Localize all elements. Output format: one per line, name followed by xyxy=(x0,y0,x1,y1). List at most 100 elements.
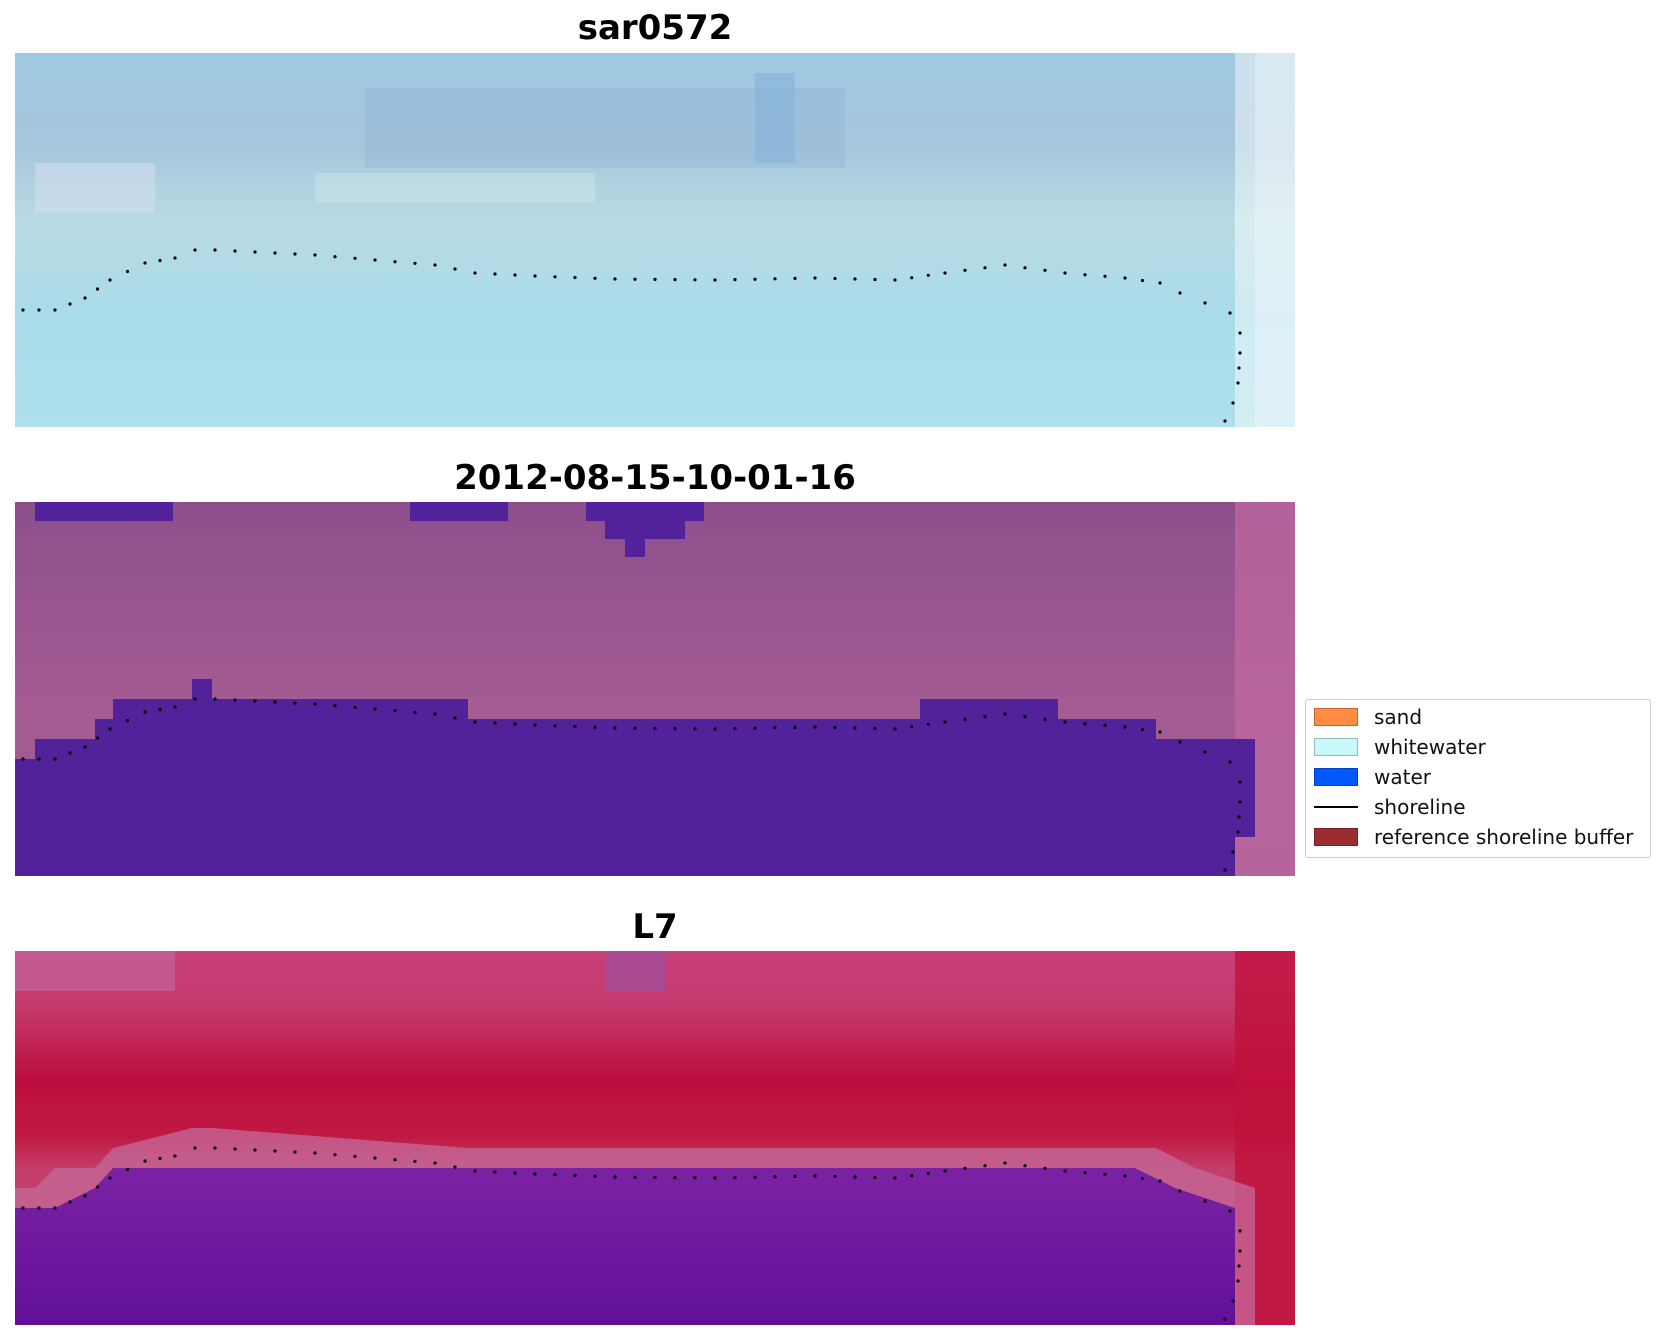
shoreline-dot xyxy=(1238,1249,1242,1253)
shoreline-dot xyxy=(533,723,537,727)
shoreline-dot xyxy=(1237,366,1241,370)
shoreline-dot xyxy=(813,276,817,280)
sar-dark-spot xyxy=(755,73,795,163)
shoreline-dot xyxy=(873,1175,877,1180)
shoreline-dot xyxy=(433,1161,437,1165)
legend-item-reference-buffer: reference shoreline buffer xyxy=(1314,824,1633,850)
shoreline-dot xyxy=(143,710,147,714)
shoreline-dot xyxy=(1223,419,1227,423)
shoreline-dot xyxy=(553,275,557,279)
shoreline-dot xyxy=(1236,830,1240,834)
shoreline-dot xyxy=(983,715,987,719)
sand-swatch-icon xyxy=(1314,708,1358,726)
shoreline-dot xyxy=(158,258,162,263)
shoreline-dot xyxy=(353,705,357,709)
shoreline-dot xyxy=(1237,815,1241,819)
shoreline-dot xyxy=(853,726,857,730)
shoreline-dot xyxy=(733,1176,737,1180)
shoreline-dot xyxy=(143,261,147,265)
shoreline-dot xyxy=(1123,1174,1127,1178)
shoreline-dot xyxy=(253,250,257,254)
legend-label: water xyxy=(1374,765,1431,789)
top-block-2 xyxy=(410,502,508,521)
shoreline-dot xyxy=(693,727,697,731)
shoreline-dot xyxy=(313,702,317,706)
shoreline-dot xyxy=(1003,712,1007,716)
shoreline-dot xyxy=(1123,276,1127,280)
shoreline-dot xyxy=(313,1151,317,1155)
shoreline-dot xyxy=(753,1175,757,1179)
shoreline-dot xyxy=(173,256,177,260)
shoreline-dot xyxy=(213,697,217,701)
shoreline-dot xyxy=(453,716,457,720)
shoreline-dot xyxy=(653,726,657,730)
water-swatch-icon xyxy=(1314,768,1358,786)
shoreline-dot xyxy=(873,726,877,731)
shoreline-dot xyxy=(213,1146,217,1150)
shoreline-dot xyxy=(125,1167,130,1172)
whitewater-swatch-icon xyxy=(1314,738,1358,756)
shoreline-dot xyxy=(1178,291,1182,295)
shoreline-dot xyxy=(233,249,237,253)
shoreline-dot xyxy=(1003,263,1007,267)
top-block-1 xyxy=(35,502,173,521)
shoreline-dot xyxy=(453,1165,457,1169)
shoreline-dot xyxy=(68,751,72,755)
shoreline-dot xyxy=(1158,281,1162,285)
shoreline-dot xyxy=(125,269,130,274)
shoreline-dot xyxy=(273,1149,277,1153)
shoreline-dot xyxy=(393,1158,397,1162)
shoreline-dot xyxy=(1158,730,1162,734)
shoreline-dot xyxy=(158,707,162,712)
buffer-swatch-icon xyxy=(1314,828,1358,846)
shoreline-dot xyxy=(1237,1264,1241,1268)
legend-item-water: water xyxy=(1314,764,1431,790)
shoreline-dot xyxy=(553,724,557,728)
shoreline-dot xyxy=(1063,1169,1067,1173)
shoreline-dot xyxy=(213,248,217,252)
image-panel-l7 xyxy=(15,951,1295,1325)
top-block-3 xyxy=(586,502,704,521)
shoreline-dot xyxy=(53,308,57,312)
panel-title-sar0572: sar0572 xyxy=(577,8,733,48)
shoreline-dot xyxy=(773,726,777,730)
legend-label: sand xyxy=(1374,705,1423,729)
shoreline-dot xyxy=(413,1159,417,1163)
shoreline-dot xyxy=(1023,715,1027,719)
shoreline-dot xyxy=(1103,274,1107,278)
shoreline-dot xyxy=(83,745,87,749)
top-block-5 xyxy=(625,539,645,557)
shoreline-dot xyxy=(513,1171,517,1175)
shoreline-dot xyxy=(713,278,717,282)
classification-water-mask xyxy=(15,679,1255,876)
shoreline-dot xyxy=(193,1146,197,1150)
legend-item-shoreline: shoreline xyxy=(1314,794,1466,820)
shoreline-dot xyxy=(673,278,677,282)
shoreline-dot xyxy=(1231,401,1235,405)
sar-light-patch xyxy=(35,163,155,213)
shoreline-dot xyxy=(1223,1317,1227,1321)
l7-top-light xyxy=(15,951,175,991)
shoreline-dot xyxy=(353,256,357,260)
shoreline-dot xyxy=(773,1175,777,1179)
shoreline-dot xyxy=(926,722,930,726)
panel-title-date: 2012-08-15-10-01-16 xyxy=(454,458,856,498)
shoreline-dot xyxy=(1203,750,1207,754)
shoreline-dot xyxy=(943,720,947,724)
shoreline-dot xyxy=(253,699,257,703)
shoreline-dot xyxy=(910,1174,914,1178)
shoreline-dot xyxy=(653,277,657,281)
shoreline-dot xyxy=(173,705,177,709)
shoreline-dot xyxy=(433,263,437,267)
shoreline-dot xyxy=(633,277,637,281)
l7-lower-region xyxy=(15,1168,1235,1325)
shoreline-dot xyxy=(853,1175,857,1179)
legend-item-whitewater: whitewater xyxy=(1314,734,1486,760)
shoreline-dot xyxy=(833,725,837,730)
shoreline-dot xyxy=(593,276,597,280)
shoreline-dot xyxy=(1023,1164,1027,1168)
shoreline-dot xyxy=(1043,268,1047,272)
shoreline-dot xyxy=(533,274,537,278)
shoreline-dot xyxy=(793,725,797,729)
shoreline-dot xyxy=(513,722,517,726)
